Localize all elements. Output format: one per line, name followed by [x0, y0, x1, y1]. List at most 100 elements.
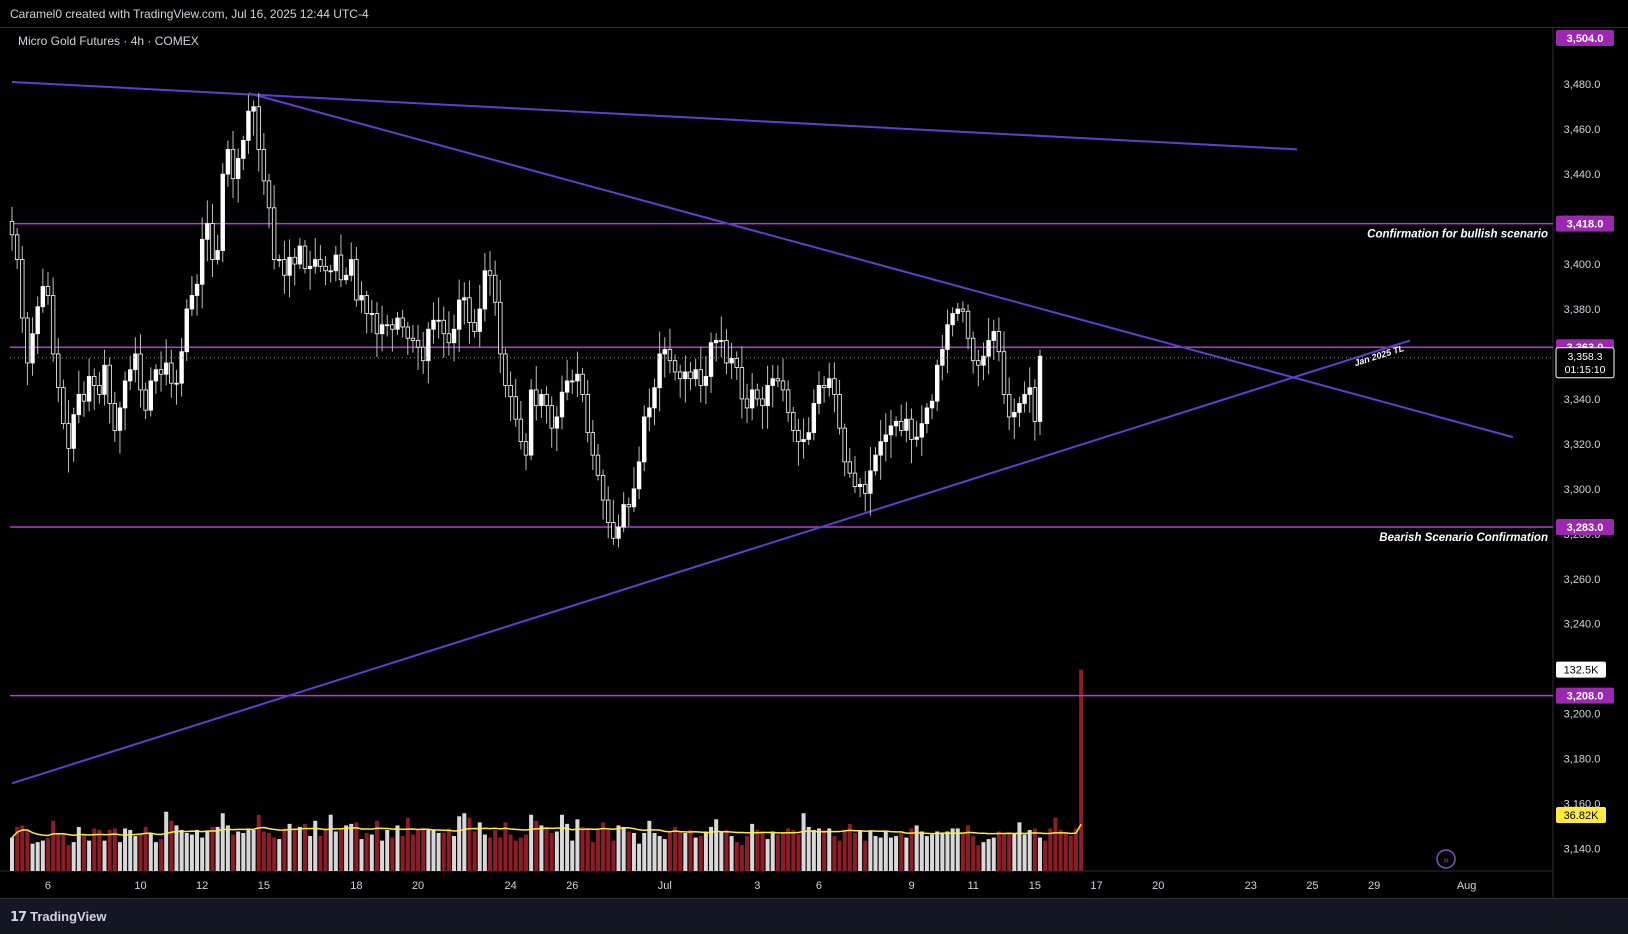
volume-bar — [236, 831, 241, 871]
y-tick-label: 3,260.0 — [1564, 574, 1601, 586]
volume-bar — [796, 834, 801, 871]
volume-bar — [380, 840, 385, 871]
volume-bar — [318, 836, 323, 871]
candle-bull — [35, 306, 40, 335]
candle-bull — [30, 333, 35, 364]
candle-bull — [857, 483, 863, 487]
candle-bear — [724, 340, 729, 364]
candle-bull — [199, 238, 205, 285]
candle-bull — [328, 270, 333, 273]
badge-layer: 3,418.03,363.03,283.03,208.03,504.03,358… — [1555, 30, 1615, 824]
volume-bar — [842, 831, 847, 871]
volume-bar — [637, 843, 642, 871]
candle-bull — [554, 416, 560, 429]
candle-bull — [1037, 355, 1043, 422]
volume-bar — [714, 819, 719, 871]
volume-bar — [554, 831, 559, 871]
volume-bar — [837, 840, 842, 871]
candle-bear — [503, 353, 508, 386]
candle-bull — [220, 173, 225, 251]
volume-bar — [590, 842, 595, 871]
volume-bar — [138, 833, 143, 871]
candle-bull — [184, 308, 189, 353]
y-tick-label: 3,440.0 — [1564, 169, 1601, 181]
volume-bar — [488, 837, 493, 871]
trendline-jan-2025-tl — [11, 339, 1411, 785]
volume-bar — [539, 825, 544, 871]
volume-bar — [87, 840, 92, 871]
candle-bear — [611, 522, 616, 539]
replay-button[interactable]: » — [1436, 849, 1456, 869]
candle-bear — [318, 259, 323, 267]
candle-bull — [693, 369, 698, 380]
volume-bar — [282, 828, 287, 871]
volume-bar — [858, 831, 863, 871]
candle-bear — [405, 326, 410, 339]
candle-bull — [349, 259, 354, 276]
volume-bar — [292, 828, 297, 871]
candle-bear — [158, 369, 164, 375]
volume-bar — [220, 813, 225, 871]
candle-bear — [544, 394, 549, 407]
tradingview-logo[interactable]: 𝟭𝟳 TradingView — [10, 899, 106, 934]
candle-bear — [230, 148, 236, 180]
volume-bar — [338, 828, 343, 871]
candle-bull — [564, 380, 570, 393]
volume-bar — [883, 831, 888, 871]
candle-bull — [477, 308, 482, 332]
volume-bar — [267, 833, 271, 871]
candle-bull — [369, 313, 374, 315]
volume-bar — [426, 829, 431, 871]
attribution-bar: Caramel0 created with TradingView.com, J… — [0, 0, 1628, 28]
x-tick-label: 20 — [1152, 880, 1164, 892]
volume-bar — [688, 829, 693, 871]
candle-bull — [395, 317, 400, 330]
candle-bull — [205, 223, 210, 240]
price-chart[interactable]: Confirmation for bullish scenario Bearish… — [0, 28, 1628, 898]
candle-bear — [847, 461, 853, 474]
candle-bear — [585, 394, 590, 434]
x-tick-label: 18 — [350, 880, 362, 892]
candle-bear — [266, 180, 272, 209]
volume-bar — [595, 829, 600, 871]
volume-bar — [117, 842, 122, 871]
volume-bar — [1043, 840, 1048, 871]
volume-bar — [390, 837, 395, 871]
volume-bar — [431, 829, 436, 871]
volume-bar — [421, 828, 426, 871]
candle-bear — [863, 483, 868, 494]
candle-bear — [965, 310, 971, 339]
volume-bar — [503, 822, 508, 871]
x-tick-label: 9 — [908, 880, 914, 892]
y-tick-label: 3,380.0 — [1564, 304, 1601, 316]
volume-bar — [991, 837, 996, 871]
candle-bear — [698, 369, 703, 386]
volume-bar — [472, 831, 477, 871]
candle-bear — [791, 412, 796, 431]
candle-bull — [642, 416, 647, 463]
volume-bar — [231, 834, 236, 871]
volume-bar — [51, 820, 56, 871]
volume-bar — [1079, 669, 1084, 871]
candle-bull — [86, 376, 92, 402]
volume-bar — [580, 826, 585, 871]
volume-bar — [225, 825, 230, 871]
volume-value-badge — [1556, 661, 1606, 678]
volume-value-label: 132.5K — [1564, 665, 1600, 677]
volume-bar — [765, 839, 770, 871]
chart-frame[interactable]: Confirmation for bullish scenario Bearish… — [0, 28, 1628, 898]
level-price-label: 3,418.0 — [1567, 219, 1604, 231]
volume-bar — [30, 843, 35, 871]
candle-bear — [760, 398, 765, 407]
candle-bear — [595, 454, 601, 476]
x-tick-label: 15 — [258, 880, 270, 892]
candle-bull — [719, 340, 724, 342]
volume-bar — [873, 836, 878, 871]
candle-bull — [133, 353, 138, 371]
volume-bar — [971, 836, 976, 871]
candle-bull — [806, 432, 811, 440]
candle-bull — [482, 270, 488, 310]
volume-bar — [20, 825, 25, 871]
volume-bar — [662, 839, 667, 871]
volume-bar — [349, 823, 354, 871]
